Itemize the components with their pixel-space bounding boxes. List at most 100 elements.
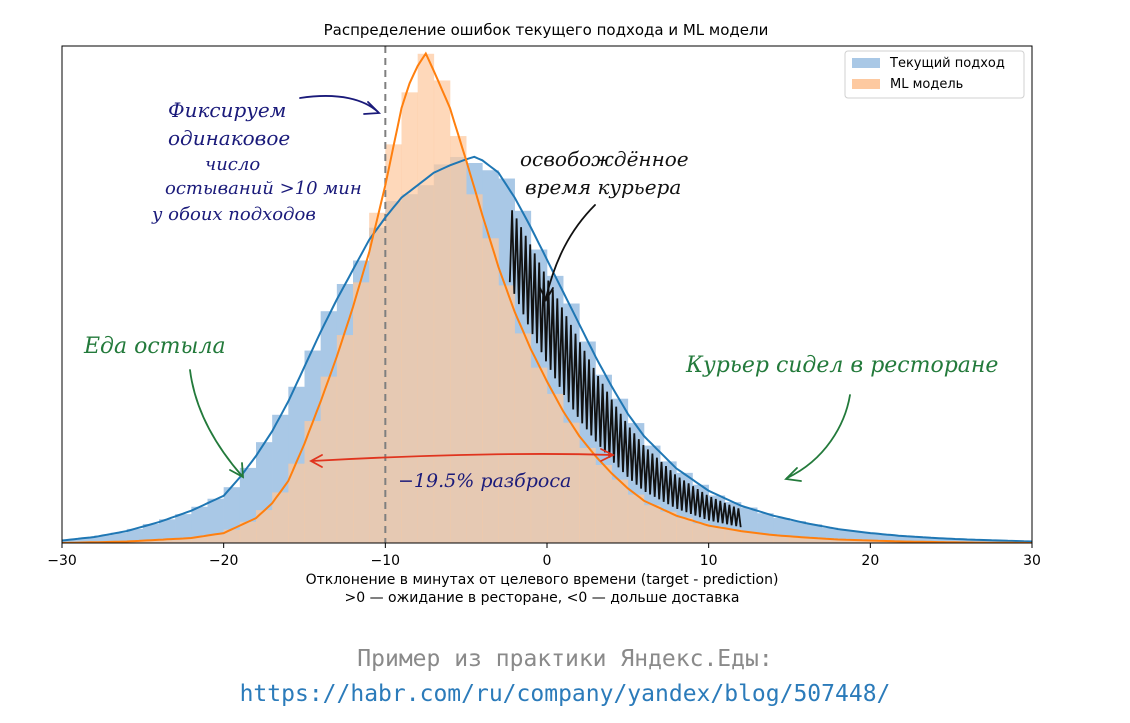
arrow-freed-head: [538, 285, 554, 302]
bar-ml-model: [870, 540, 887, 543]
legend-label-ml-model: ML модель: [890, 77, 963, 92]
x-axis: −30 −20 −10 0 10 20 30: [47, 543, 1041, 569]
bar-ml-model: [159, 539, 176, 543]
bar-ml-model: [595, 465, 612, 543]
x-tick-label: 10: [700, 553, 718, 569]
annotation-fix-line2: одинаковое: [168, 126, 290, 150]
bar-current-approach: [207, 498, 224, 543]
x-tick-label: −10: [371, 553, 401, 569]
arrow-cold-head: [229, 462, 245, 479]
bar-ml-model: [288, 463, 305, 543]
bar-ml-model: [353, 282, 370, 543]
bar-ml-model: [563, 422, 580, 543]
bar-ml-model: [239, 521, 257, 543]
bar-current-approach: [142, 523, 160, 543]
arrow-waited: [786, 394, 851, 479]
bar-current-approach: [62, 539, 79, 543]
annotation-fix-line1: Фиксируем: [168, 98, 286, 122]
bar-ml-model: [482, 238, 499, 543]
bar-ml-model: [773, 535, 790, 543]
histogram-ml-model: [62, 53, 1032, 543]
bar-ml-model: [676, 517, 693, 543]
bar-ml-model: [142, 540, 160, 543]
bar-ml-model: [450, 136, 467, 543]
bar-ml-model: [256, 510, 273, 543]
bar-ml-model: [611, 479, 629, 543]
bar-ml-model: [789, 536, 806, 543]
bar-current-approach: [110, 532, 127, 543]
bar-current-approach: [94, 535, 111, 543]
bar-current-approach: [126, 528, 144, 543]
bar-current-approach: [983, 540, 1000, 543]
bar-ml-model: [805, 538, 823, 543]
bar-ml-model: [336, 335, 354, 543]
bar-ml-model: [821, 539, 839, 543]
annotation-freed-line1: освобождённое: [520, 147, 689, 171]
bar-current-approach: [967, 539, 984, 543]
bar-ml-model: [175, 538, 192, 543]
bar-ml-model: [304, 421, 321, 543]
annotation-spread: −19.5% разброса: [398, 470, 571, 492]
x-tick-label: 0: [543, 553, 552, 569]
bar-current-approach: [902, 536, 920, 543]
bar-ml-model: [579, 447, 596, 543]
bar-ml-model: [498, 285, 515, 543]
arrow-spread-left-head: [309, 454, 323, 468]
chart-title: Распределение ошибок текущего подхода и …: [324, 21, 769, 39]
x-tick-label: −30: [47, 553, 77, 569]
legend: Текущий подход ML модель: [844, 50, 1025, 99]
bar-ml-model: [854, 540, 871, 543]
arrow-cold: [189, 369, 243, 477]
annotation-food-cold: Еда остыла: [83, 334, 226, 359]
legend-label-current-approach: Текущий подход: [889, 56, 1005, 71]
caption-link[interactable]: https://habr.com/ru/company/yandex/blog/…: [239, 681, 891, 707]
annotation-fix-line5: у обоих подходов: [151, 204, 316, 225]
arrow-spread: [311, 453, 613, 462]
annotation-fix-line4: остываний >10 мин: [165, 178, 362, 199]
caption-line1: Пример из практики Яндекс.Еды:: [357, 646, 773, 672]
annotation-freed-line2: время курьера: [525, 175, 681, 199]
bar-ml-model: [838, 539, 855, 543]
annotation-fix-line3: число: [205, 154, 260, 175]
bar-current-approach: [870, 533, 887, 543]
bar-ml-model: [530, 367, 548, 543]
bar-current-approach: [886, 535, 903, 543]
x-tick-label: −20: [209, 553, 239, 569]
bar-ml-model: [272, 492, 289, 543]
x-tick-label: 20: [861, 553, 879, 569]
bar-ml-model: [385, 144, 402, 543]
arrow-spread-right-head: [600, 448, 616, 462]
bar-ml-model: [547, 393, 564, 543]
bar-ml-model: [708, 527, 726, 543]
bar-ml-model: [369, 212, 386, 543]
bar-ml-model: [644, 505, 661, 543]
x-axis-label-line2: >0 — ожидание в ресторане, <0 — дольше д…: [345, 590, 740, 606]
bar-current-approach: [951, 539, 968, 543]
arrow-fix: [299, 95, 379, 113]
legend-swatch-ml-model: [852, 79, 880, 89]
bar-ml-model: [692, 523, 709, 543]
bar-ml-model: [207, 534, 224, 543]
bar-current-approach: [918, 537, 936, 543]
x-tick-label: 30: [1023, 553, 1041, 569]
bar-current-approach: [159, 519, 176, 543]
bar-ml-model: [660, 511, 677, 543]
bar-ml-model: [514, 333, 532, 543]
bar-ml-model: [724, 529, 742, 543]
bar-current-approach: [78, 537, 95, 543]
bar-current-approach: [175, 514, 192, 543]
legend-swatch-current-approach: [852, 58, 880, 68]
arrow-fix-head: [363, 101, 382, 115]
bar-ml-model: [466, 194, 483, 543]
bar-current-approach: [191, 506, 208, 543]
bar-ml-model: [433, 80, 451, 543]
bar-current-approach: [935, 538, 952, 543]
bar-current-approach: [854, 531, 871, 543]
x-axis-label: Отклонение в минутах от целевого времени…: [306, 572, 779, 588]
bar-ml-model: [401, 92, 418, 543]
bar-ml-model: [741, 531, 758, 543]
arrow-freed: [545, 204, 596, 299]
chart: Распределение ошибок текущего подхода и …: [47, 21, 1041, 606]
kde-curve-ml-model: [62, 51, 1032, 543]
bar-ml-model: [223, 529, 241, 543]
